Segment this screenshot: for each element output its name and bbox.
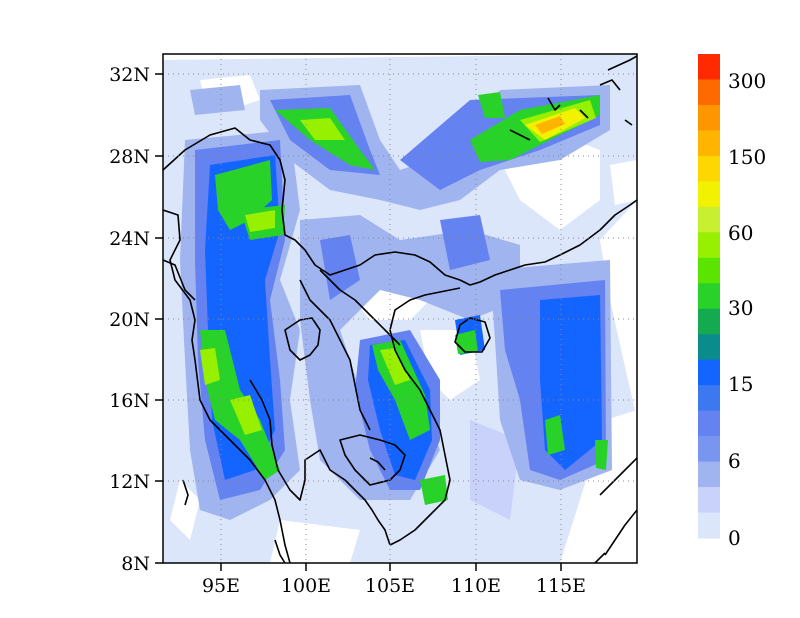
colorbar-swatch	[698, 283, 720, 310]
plot-area	[163, 54, 637, 563]
lon-label-110e: 110E	[451, 575, 501, 597]
axis-ticks	[155, 73, 562, 571]
precipitation-field	[163, 54, 637, 563]
lon-label-100e: 100E	[281, 575, 331, 597]
colorbar-swatch	[698, 359, 720, 386]
colorbar-label-6: 6	[728, 449, 741, 473]
colorbar-swatches	[698, 54, 720, 539]
lat-label-24n: 24N	[109, 228, 150, 250]
colorbar-swatch	[698, 79, 720, 106]
graticule	[163, 54, 637, 563]
colorbar-swatch	[698, 461, 720, 488]
lat-label-8n: 8N	[121, 553, 150, 575]
colorbar-swatch	[698, 487, 720, 514]
colorbar-label-60: 60	[728, 221, 753, 245]
colorbar-swatch	[698, 308, 720, 335]
colorbar-swatch	[698, 436, 720, 463]
colorbar-swatch	[698, 512, 720, 539]
latitude-labels: 32N 28N 24N 20N 16N 12N 8N	[109, 64, 150, 575]
lon-label-95e: 95E	[202, 575, 240, 597]
colorbar-label-30: 30	[728, 296, 753, 320]
colorbar-swatch	[698, 410, 720, 437]
longitude-labels: 95E 100E 105E 110E 115E	[202, 575, 586, 597]
lon-label-115e: 115E	[536, 575, 586, 597]
lat-label-16n: 16N	[109, 390, 150, 412]
lat-label-20n: 20N	[109, 309, 150, 331]
colorbar-swatch	[698, 232, 720, 259]
colorbar-label-300: 300	[728, 69, 766, 93]
colorbar-swatch	[698, 257, 720, 284]
lat-label-12n: 12N	[109, 471, 150, 493]
colorbar-swatch	[698, 385, 720, 412]
lon-label-105e: 105E	[365, 575, 415, 597]
colorbar-swatch	[698, 206, 720, 233]
colorbar-swatch	[698, 130, 720, 157]
lat-label-28n: 28N	[109, 146, 150, 168]
colorbar-label-0: 0	[728, 526, 741, 550]
colorbar-swatch	[698, 54, 720, 81]
colorbar-label-15: 15	[728, 372, 753, 396]
colorbar-swatch	[698, 104, 720, 132]
colorbar-swatch	[698, 155, 720, 182]
colorbar: 300 150 60 30 15 6 0	[698, 54, 766, 550]
plot-frame	[162, 53, 638, 564]
lat-label-32n: 32N	[109, 64, 150, 86]
colorbar-swatch	[698, 181, 720, 208]
colorbar-label-150: 150	[728, 145, 766, 169]
colorbar-swatch	[698, 334, 720, 361]
coastlines	[163, 55, 637, 563]
